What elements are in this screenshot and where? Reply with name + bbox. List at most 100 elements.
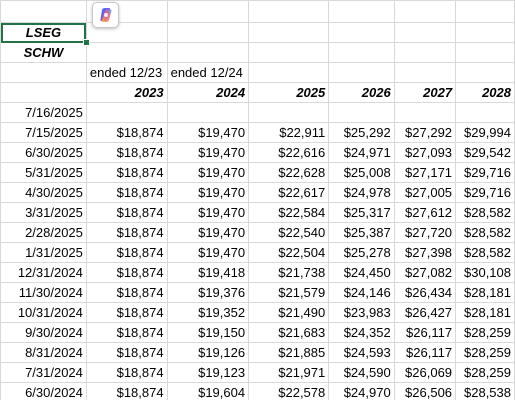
cell-value[interactable]: $21,683 <box>248 322 330 343</box>
fill-handle[interactable] <box>82 39 90 46</box>
cell-value[interactable]: $27,720 <box>393 222 457 243</box>
cell-date[interactable]: 7/16/2025 <box>0 102 87 123</box>
cell-blank[interactable] <box>248 102 330 123</box>
cell-blank[interactable] <box>0 82 87 103</box>
cell-blank[interactable] <box>166 102 250 123</box>
cell-date[interactable]: 6/30/2024 <box>0 382 87 400</box>
cell-value[interactable]: $25,278 <box>328 242 395 263</box>
cell-value[interactable]: $21,971 <box>248 362 330 383</box>
cell-blank[interactable] <box>455 22 515 43</box>
cell-value[interactable]: $27,005 <box>393 182 457 203</box>
cell-value[interactable]: $26,434 <box>393 282 457 303</box>
cell-value[interactable]: $19,470 <box>166 122 250 143</box>
cell-value[interactable]: $18,874 <box>85 202 168 223</box>
cell-date[interactable]: 11/30/2024 <box>0 282 87 303</box>
cell-value[interactable]: $19,123 <box>166 362 250 383</box>
cell-year-header[interactable]: 2027 <box>393 82 457 103</box>
cell-value[interactable]: $27,093 <box>393 142 457 163</box>
cell-blank[interactable] <box>393 102 457 123</box>
cell-value[interactable]: $19,376 <box>166 282 250 303</box>
cell-blank[interactable] <box>166 42 250 63</box>
cell-value[interactable]: $24,971 <box>328 142 395 163</box>
cell-value[interactable]: $22,584 <box>248 202 330 223</box>
cell-blank[interactable] <box>248 0 330 23</box>
cell-value[interactable]: $28,259 <box>455 322 515 343</box>
cell-blank[interactable] <box>455 62 515 83</box>
cell-value[interactable]: $18,874 <box>85 282 168 303</box>
cell-value[interactable]: $19,470 <box>166 162 250 183</box>
cell-value[interactable]: $19,352 <box>166 302 250 323</box>
cell-value[interactable]: $26,117 <box>393 342 457 363</box>
cell-value[interactable]: $29,716 <box>455 182 515 203</box>
cell-value[interactable]: $21,490 <box>248 302 330 323</box>
cell-value[interactable]: $19,470 <box>166 202 250 223</box>
cell-value[interactable]: $19,604 <box>166 382 250 400</box>
cell-value[interactable]: $24,450 <box>328 262 395 283</box>
cell-ended-2023[interactable]: ended 12/23 <box>85 62 168 83</box>
cell-value[interactable]: $27,082 <box>393 262 457 283</box>
cell-label-lseg[interactable]: LSEG <box>0 22 90 46</box>
cell-value[interactable]: $25,387 <box>328 222 395 243</box>
cell-value[interactable]: $26,506 <box>393 382 457 400</box>
cell-date[interactable]: 5/31/2025 <box>0 162 87 183</box>
cell-value[interactable]: $18,874 <box>85 342 168 363</box>
cell-value[interactable]: $28,538 <box>455 382 515 400</box>
cell-date[interactable]: 9/30/2024 <box>0 322 87 343</box>
cell-blank[interactable] <box>328 102 395 123</box>
cell-year-header[interactable]: 2023 <box>85 82 168 103</box>
cell-value[interactable]: $29,994 <box>455 122 515 143</box>
cell-blank[interactable] <box>248 42 330 63</box>
cell-value[interactable]: $23,983 <box>328 302 395 323</box>
cell-blank[interactable] <box>328 42 395 63</box>
cell-value[interactable]: $24,978 <box>328 182 395 203</box>
cell-value[interactable]: $25,008 <box>328 162 395 183</box>
cell-value[interactable]: $28,259 <box>455 362 515 383</box>
cell-value[interactable]: $22,540 <box>248 222 330 243</box>
cell-label-schw[interactable]: SCHW <box>0 42 87 63</box>
cell-value[interactable]: $18,874 <box>85 182 168 203</box>
cell-blank[interactable] <box>248 62 330 83</box>
cell-value[interactable]: $22,617 <box>248 182 330 203</box>
cell-value[interactable]: $18,874 <box>85 122 168 143</box>
cell-value[interactable]: $28,259 <box>455 342 515 363</box>
cell-value[interactable]: $19,470 <box>166 182 250 203</box>
cell-value[interactable]: $24,590 <box>328 362 395 383</box>
cell-date[interactable]: 6/30/2025 <box>0 142 87 163</box>
cell-value[interactable]: $27,292 <box>393 122 457 143</box>
cell-value[interactable]: $21,885 <box>248 342 330 363</box>
cell-blank[interactable] <box>85 102 168 123</box>
cell-value[interactable]: $19,418 <box>166 262 250 283</box>
cell-year-header[interactable]: 2024 <box>166 82 250 103</box>
cell-date[interactable]: 2/28/2025 <box>0 222 87 243</box>
cell-value[interactable]: $27,398 <box>393 242 457 263</box>
cell-value[interactable]: $25,317 <box>328 202 395 223</box>
cell-value[interactable]: $29,542 <box>455 142 515 163</box>
cell-value[interactable]: $27,171 <box>393 162 457 183</box>
cell-date[interactable]: 7/15/2025 <box>0 122 87 143</box>
cell-date[interactable]: 10/31/2024 <box>0 302 87 323</box>
cell-value[interactable]: $19,150 <box>166 322 250 343</box>
cell-value[interactable]: $25,292 <box>328 122 395 143</box>
cell-ended-2024[interactable]: ended 12/24 <box>166 62 250 83</box>
cell-date[interactable]: 7/31/2024 <box>0 362 87 383</box>
cell-blank[interactable] <box>166 0 250 23</box>
cell-value[interactable]: $26,069 <box>393 362 457 383</box>
cell-value[interactable]: $18,874 <box>85 142 168 163</box>
cell-blank[interactable] <box>328 22 395 43</box>
cell-value[interactable]: $28,181 <box>455 282 515 303</box>
copilot-button[interactable] <box>92 2 119 28</box>
cell-blank[interactable] <box>393 42 457 63</box>
cell-value[interactable]: $24,970 <box>328 382 395 400</box>
cell-blank[interactable] <box>328 0 395 23</box>
cell-value[interactable]: $28,181 <box>455 302 515 323</box>
cell-value[interactable]: $18,874 <box>85 322 168 343</box>
cell-value[interactable]: $18,874 <box>85 362 168 383</box>
cell-blank[interactable] <box>248 22 330 43</box>
cell-date[interactable]: 1/31/2025 <box>0 242 87 263</box>
cell-value[interactable]: $21,738 <box>248 262 330 283</box>
cell-year-header[interactable]: 2026 <box>328 82 395 103</box>
cell-value[interactable]: $18,874 <box>85 242 168 263</box>
cell-value[interactable]: $28,582 <box>455 222 515 243</box>
cell-value[interactable]: $19,126 <box>166 342 250 363</box>
cell-blank[interactable] <box>166 22 250 43</box>
